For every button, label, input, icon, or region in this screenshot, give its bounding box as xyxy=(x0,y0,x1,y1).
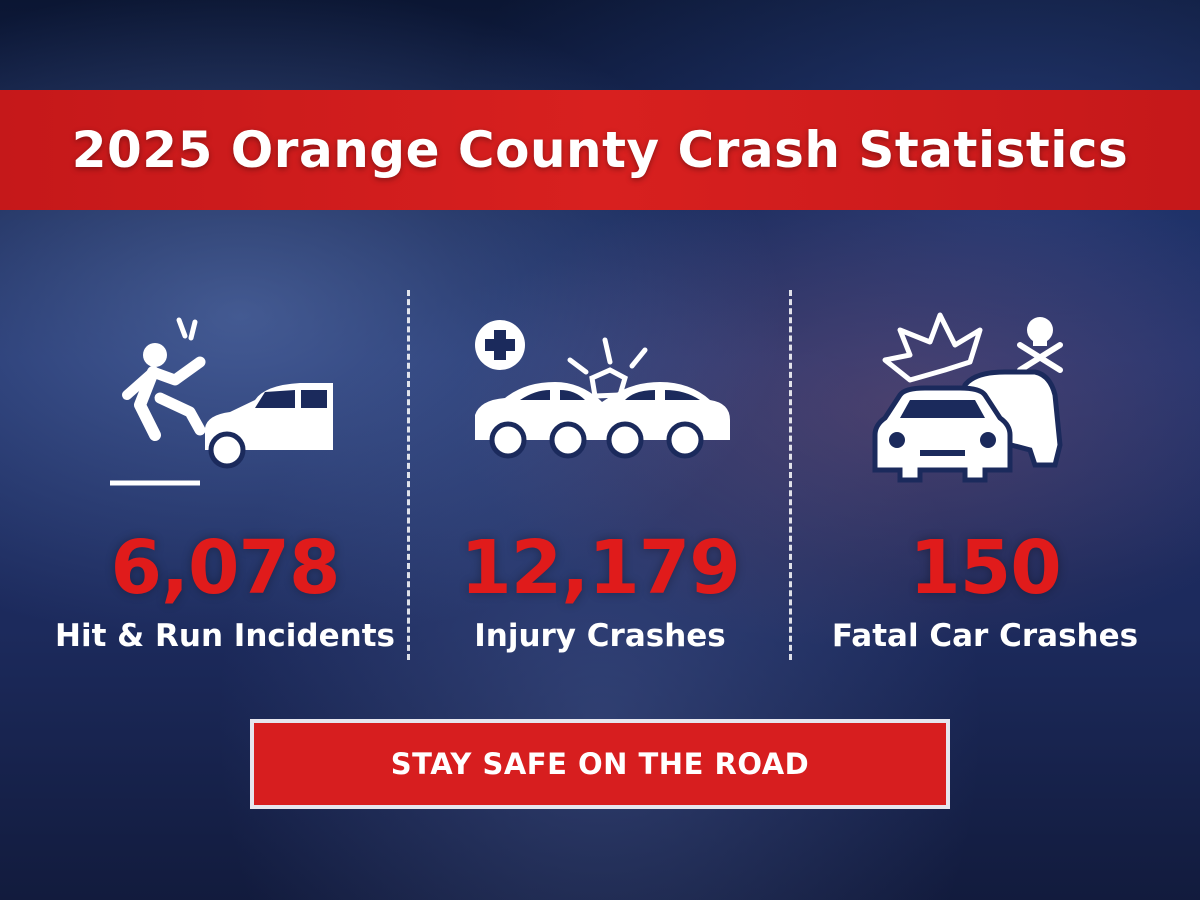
stat: 12,179 Injury Crashes xyxy=(410,300,790,656)
stat-label: Hit & Run Incidents xyxy=(55,618,395,654)
hit-run-icon xyxy=(110,317,333,486)
stat-value: 12,179 xyxy=(460,525,741,611)
divider xyxy=(789,290,792,660)
fatal-icon xyxy=(872,312,1063,483)
stat: 6,078 Hit & Run Incidents xyxy=(35,300,415,656)
stat-value: 150 xyxy=(909,525,1061,611)
title-banner: 2025 Orange County Crash Statistics xyxy=(0,90,1200,210)
stat-label: Injury Crashes xyxy=(474,618,726,654)
cta-text: STAY SAFE ON THE ROAD xyxy=(390,747,810,781)
title: 2025 Orange County Crash Statistics xyxy=(71,121,1129,179)
divider xyxy=(407,290,410,660)
injury-icon xyxy=(475,320,730,459)
stat-label: Fatal Car Crashes xyxy=(831,618,1139,654)
stat: 150 Fatal Car Crashes xyxy=(795,300,1175,656)
stat-value: 6,078 xyxy=(110,525,340,611)
cta-banner: STAY SAFE ON THE ROAD xyxy=(250,719,950,809)
